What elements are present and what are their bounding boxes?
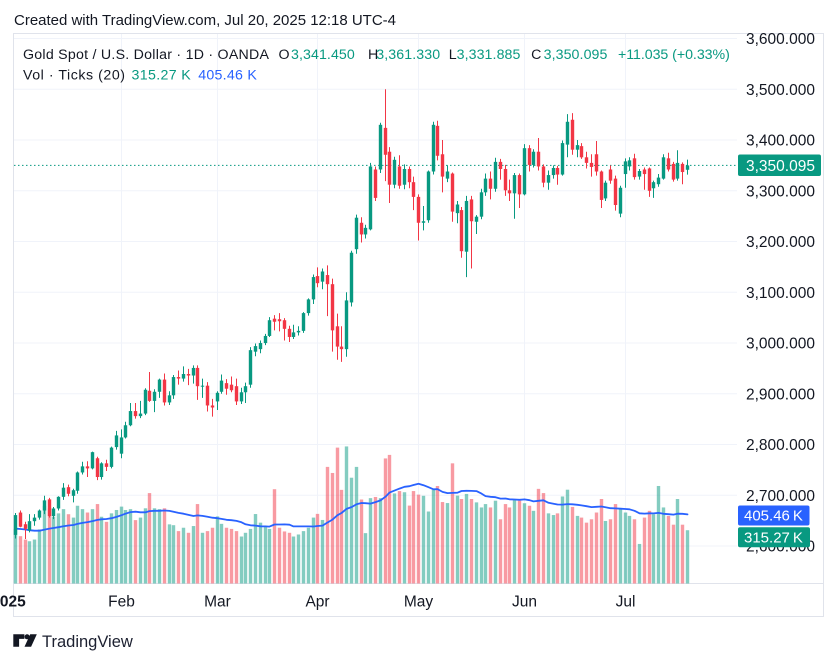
svg-text:C: C xyxy=(531,47,541,63)
svg-text:3,500.000: 3,500.000 xyxy=(746,82,815,99)
svg-text:3,100.000: 3,100.000 xyxy=(746,285,815,302)
svg-text:3,350.095: 3,350.095 xyxy=(544,47,608,63)
svg-text:May: May xyxy=(404,594,434,611)
svg-text:2,700.000: 2,700.000 xyxy=(746,488,815,505)
svg-text:2,800.000: 2,800.000 xyxy=(746,437,815,454)
svg-text:405.46 K: 405.46 K xyxy=(744,508,803,525)
svg-text:Jun: Jun xyxy=(512,594,537,611)
svg-text:3,600.000: 3,600.000 xyxy=(746,31,815,48)
svg-text:Feb: Feb xyxy=(108,594,135,611)
svg-text:+11.035 (+0.33%): +11.035 (+0.33%) xyxy=(618,47,730,63)
svg-text:O: O xyxy=(279,47,290,63)
svg-text:H: H xyxy=(368,47,378,63)
svg-text:405.46 K: 405.46 K xyxy=(198,68,257,84)
svg-text:3,331.885: 3,331.885 xyxy=(457,47,521,63)
svg-text:3,200.000: 3,200.000 xyxy=(746,234,815,251)
svg-text:Gold Spot / U.S. Dollar · 1D ·: Gold Spot / U.S. Dollar · 1D · OANDA xyxy=(23,47,270,63)
svg-text:3,300.000: 3,300.000 xyxy=(746,183,815,200)
svg-text:Apr: Apr xyxy=(305,594,329,611)
svg-text:Mar: Mar xyxy=(204,594,231,611)
svg-text:Created with TradingView.com,: Created with TradingView.com, Jul 20, 20… xyxy=(14,12,396,29)
svg-text:3,341.450: 3,341.450 xyxy=(291,47,355,63)
svg-text:Vol · Ticks (20): Vol · Ticks (20) xyxy=(23,68,125,84)
svg-text:3,000.000: 3,000.000 xyxy=(746,336,815,353)
svg-text:3,350.095: 3,350.095 xyxy=(746,158,815,175)
svg-text:315.27 K: 315.27 K xyxy=(132,68,192,84)
svg-text:3,361.330: 3,361.330 xyxy=(376,47,440,63)
svg-text:Jul: Jul xyxy=(616,594,636,611)
svg-text:2,900.000: 2,900.000 xyxy=(746,386,815,403)
svg-text:TradingView: TradingView xyxy=(42,633,133,651)
svg-text:2025: 2025 xyxy=(0,594,26,611)
svg-text:315.27 K: 315.27 K xyxy=(744,530,803,547)
svg-text:L: L xyxy=(449,47,457,63)
svg-text:3,400.000: 3,400.000 xyxy=(746,133,815,150)
